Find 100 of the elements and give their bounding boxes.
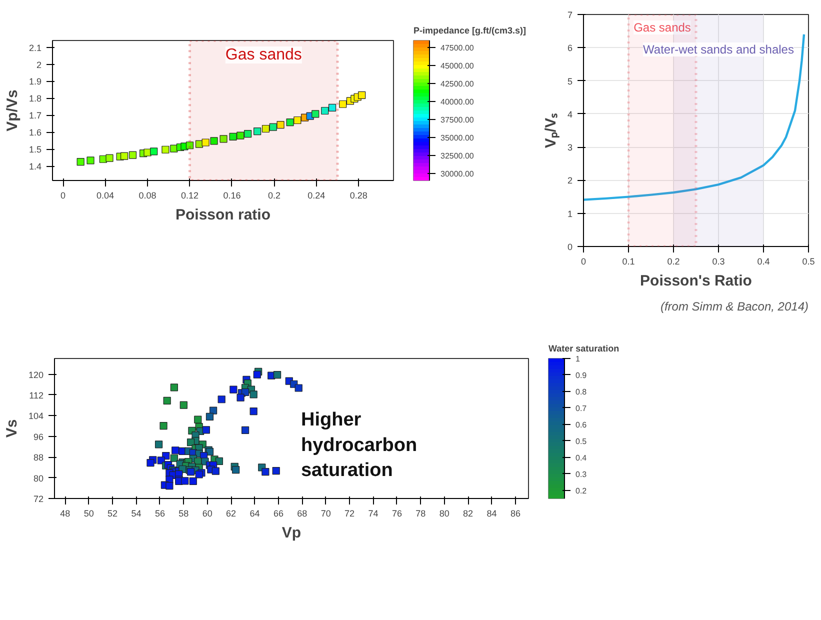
x-tick-label: 54 xyxy=(131,508,142,518)
x-tick-label: 0.28 xyxy=(350,190,368,200)
point xyxy=(162,146,170,154)
point xyxy=(120,152,128,160)
color-bar-label: 40000.00 xyxy=(440,98,474,107)
point xyxy=(328,104,336,112)
point xyxy=(269,123,277,131)
point xyxy=(286,118,294,126)
point xyxy=(202,138,210,146)
color-bar-title: Water saturation xyxy=(548,344,620,354)
point xyxy=(150,148,158,156)
point xyxy=(294,116,302,124)
y-tick-label: 1.9 xyxy=(28,76,42,87)
point xyxy=(76,158,84,166)
x-tick-label: 48 xyxy=(60,508,70,518)
y-tick-label: 1 xyxy=(567,208,573,219)
y-tick-label: 3 xyxy=(567,142,573,153)
color-bar-label: 0.5 xyxy=(576,436,588,446)
x-tick-label: 50 xyxy=(84,508,94,518)
point xyxy=(236,132,244,140)
y-tick-label: 2.1 xyxy=(28,42,42,53)
point xyxy=(128,151,137,159)
x-tick-label: 56 xyxy=(154,508,165,518)
line-series xyxy=(584,33,806,201)
x-tick-label: 80 xyxy=(439,508,450,518)
color-bar-label: 45000.00 xyxy=(440,62,474,71)
color-bar-label: 30000.00 xyxy=(440,169,474,178)
color-bar-label: 0.6 xyxy=(576,420,588,430)
y-tick-label: 1.7 xyxy=(28,110,42,121)
point xyxy=(254,127,262,136)
x-axis-title: Vp xyxy=(282,524,302,542)
color-bar-label: 0.2 xyxy=(576,486,588,496)
x-axis-title: Poisson's Ratio xyxy=(640,272,752,290)
y-tick-label: 5 xyxy=(567,76,573,86)
color-bar-label: 0.9 xyxy=(576,370,588,380)
point xyxy=(312,110,320,118)
point xyxy=(144,148,152,156)
band-label: Gas sands xyxy=(634,20,691,34)
y-tick-label: 80 xyxy=(33,473,44,484)
y-tick-label: 7 xyxy=(567,10,573,20)
y-tick-label: 6 xyxy=(567,43,573,54)
x-tick-label: 70 xyxy=(320,508,331,518)
point xyxy=(195,140,204,148)
x-tick-label: 78 xyxy=(416,508,426,518)
annotation: Higher hydrocarbon saturation xyxy=(300,410,418,481)
point xyxy=(210,137,218,145)
color-bar-label: 42500.00 xyxy=(440,80,474,89)
x-tick-label: 64 xyxy=(250,508,260,518)
point xyxy=(262,124,270,133)
text: (from Simm & Bacon, 2014) xyxy=(660,300,809,314)
x-tick-label: 58 xyxy=(178,508,189,518)
y-tick-label: 1.4 xyxy=(28,162,42,172)
x-tick-label: 0.12 xyxy=(180,190,199,200)
x-tick-label: 68 xyxy=(297,508,308,518)
y-tick-label: 1.5 xyxy=(28,144,42,155)
y-tick-label: 2 xyxy=(567,176,573,186)
x-tick-label: 86 xyxy=(510,508,520,518)
y-axis-title: Vp/Vs xyxy=(4,90,21,132)
x-tick-label: 84 xyxy=(486,508,497,518)
y-tick-label: 120 xyxy=(28,370,44,380)
point xyxy=(339,100,347,108)
x-tick-label: 0.3 xyxy=(712,256,725,266)
color-bar-label: 37500.00 xyxy=(440,115,474,124)
x-tick-label: 74 xyxy=(368,508,378,518)
x-tick-label: 0 xyxy=(60,190,66,200)
y-tick-label: 2 xyxy=(36,60,42,70)
x-tick-label: 0.2 xyxy=(268,190,280,200)
x-axis-title: Poisson ratio xyxy=(175,206,271,224)
point xyxy=(358,91,366,99)
x-tick-label: 0.4 xyxy=(757,256,770,266)
x-tick-label: 0.5 xyxy=(802,256,815,266)
y-tick-label: 0 xyxy=(567,242,573,252)
color-bar-label: 35000.00 xyxy=(440,133,474,142)
x-tick-label: 0.04 xyxy=(96,190,114,200)
x-tick-label: 0.1 xyxy=(622,256,635,266)
x-tick-label: 62 xyxy=(226,508,236,518)
y-tick-label: 104 xyxy=(28,411,44,422)
point xyxy=(229,132,237,141)
x-tick-label: 82 xyxy=(463,508,474,518)
y-tick-label: 1.8 xyxy=(28,94,42,104)
color-bar-label: 32500.00 xyxy=(440,151,474,160)
point xyxy=(186,142,194,150)
x-tick-label: 0.16 xyxy=(223,190,241,200)
point xyxy=(220,135,228,143)
x-tick-label: 0.2 xyxy=(667,256,680,266)
x-tick-label: 60 xyxy=(202,508,212,518)
color-bar-label: 0.8 xyxy=(576,387,588,396)
x-tick-label: 52 xyxy=(108,508,118,518)
y-tick-label: 4 xyxy=(567,109,573,120)
x-tick-label: 0 xyxy=(580,256,586,266)
color-bar-label: 0.3 xyxy=(576,470,588,479)
color-bar-label: 0.7 xyxy=(576,404,588,413)
point xyxy=(244,130,252,138)
color-bar-title: P-impedance [g.ft/(cm3.s)] xyxy=(414,26,526,36)
color-bar-label: 0.4 xyxy=(576,453,588,462)
y-tick-label: 96 xyxy=(33,432,44,442)
color-bar-label: 47500.00 xyxy=(440,44,474,53)
point xyxy=(321,106,329,115)
y-axis-title: Vs xyxy=(3,419,20,438)
point xyxy=(106,154,114,162)
